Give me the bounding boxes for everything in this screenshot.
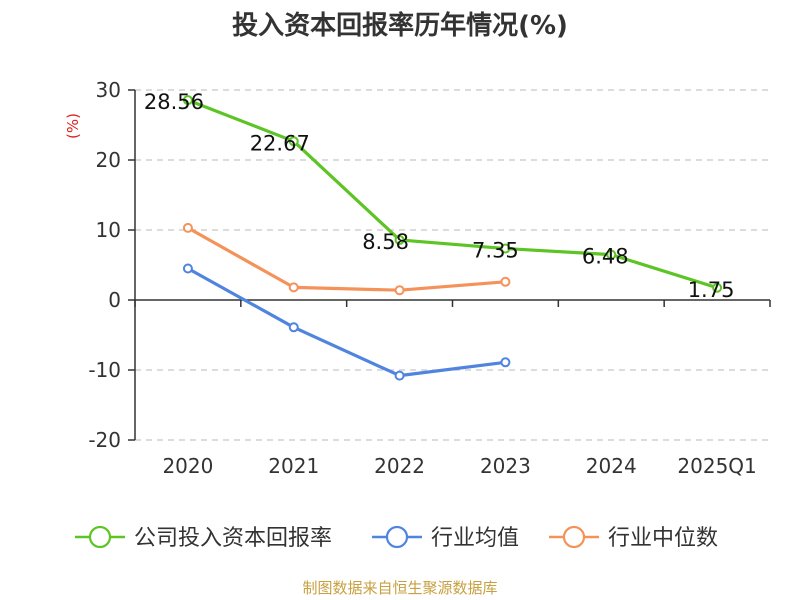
data-point <box>394 370 405 381</box>
data-point <box>500 276 511 287</box>
legend-swatch-marker <box>385 525 409 549</box>
data-label: 28.56 <box>144 90 204 114</box>
y-axis-unit: (%) <box>64 113 82 139</box>
data-labels: 28.56 22.67 8.58 7.35 6.48 1.75 <box>144 90 735 302</box>
data-point <box>182 95 193 106</box>
data-point <box>712 282 723 293</box>
data-point <box>182 222 193 233</box>
chart-title: 投入资本回报率历年情况(%) <box>232 10 568 41</box>
series-line <box>186 226 508 292</box>
data-point <box>182 263 193 274</box>
data-point <box>500 357 511 368</box>
y-tick-label: 30 <box>96 78 121 102</box>
y-tick-label: 0 <box>108 288 121 312</box>
legend-label: 行业中位数 <box>608 526 718 551</box>
x-tick-label: 2023 <box>480 454 531 478</box>
source-note: 制图数据来自恒生聚源数据库 <box>302 579 497 597</box>
legend: 公司投入资本回报率 行业均值 行业中位数 <box>75 525 718 551</box>
gridlines <box>135 89 770 441</box>
y-tick-label: -20 <box>88 428 121 452</box>
series-line <box>186 98 719 290</box>
data-point <box>288 322 299 333</box>
data-label: 6.48 <box>582 245 629 269</box>
y-tick-label: 10 <box>96 218 121 242</box>
data-point <box>288 282 299 293</box>
x-tick-label: 2021 <box>268 454 319 478</box>
data-label: 1.75 <box>688 278 735 302</box>
y-tick-label: -10 <box>88 358 121 382</box>
series-lines <box>182 95 723 381</box>
data-point <box>288 136 299 147</box>
data-point <box>500 243 511 254</box>
data-label: 22.67 <box>250 131 310 155</box>
axes: 30 20 10 0 -10 -20 2020 2021 2022 2023 2024 2025Q1 <box>88 78 771 478</box>
x-tick-label: 2022 <box>374 454 425 478</box>
data-point <box>394 285 405 296</box>
x-tick-label: 2020 <box>162 454 213 478</box>
y-tick-label: 20 <box>96 148 121 172</box>
legend-label: 公司投入资本回报率 <box>134 526 332 551</box>
data-label: 7.35 <box>472 239 519 263</box>
data-label: 8.58 <box>362 230 409 254</box>
x-tick-label: 2025Q1 <box>677 454 756 478</box>
data-point <box>394 234 405 245</box>
series-line <box>186 266 508 378</box>
legend-swatch-marker <box>88 525 112 549</box>
x-tick-label: 2024 <box>586 454 637 478</box>
legend-swatch-marker <box>562 525 586 549</box>
legend-label: 行业均值 <box>431 526 519 551</box>
data-point <box>606 249 617 260</box>
